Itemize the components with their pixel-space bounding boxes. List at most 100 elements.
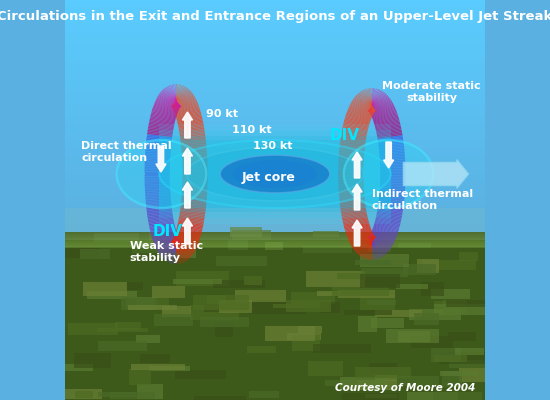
Polygon shape [346,228,371,236]
Polygon shape [163,88,181,107]
Polygon shape [379,197,404,201]
Polygon shape [182,185,207,188]
Polygon shape [182,199,207,202]
Polygon shape [345,223,370,231]
Polygon shape [355,236,375,252]
Polygon shape [356,95,375,111]
Polygon shape [377,135,403,140]
Polygon shape [64,246,486,248]
Polygon shape [64,206,486,209]
Polygon shape [338,175,364,176]
Polygon shape [172,92,192,107]
Polygon shape [64,61,486,64]
Polygon shape [361,91,375,111]
Polygon shape [378,136,403,141]
FancyArrow shape [352,152,362,178]
Polygon shape [182,191,207,194]
Polygon shape [183,174,208,176]
Polygon shape [178,224,202,230]
Polygon shape [342,214,367,219]
Polygon shape [371,105,394,116]
Polygon shape [136,335,160,343]
Polygon shape [349,232,373,243]
Polygon shape [172,84,178,108]
Polygon shape [356,237,375,253]
Polygon shape [379,158,405,161]
Polygon shape [64,116,486,119]
Polygon shape [173,86,184,107]
Polygon shape [344,118,369,126]
Polygon shape [173,84,178,108]
Polygon shape [179,214,205,219]
Polygon shape [344,121,368,128]
Polygon shape [375,223,399,230]
Polygon shape [64,192,486,194]
Polygon shape [153,235,178,244]
Polygon shape [370,102,393,114]
Polygon shape [179,218,204,223]
Polygon shape [372,111,397,120]
Polygon shape [354,97,375,112]
Polygon shape [145,150,170,153]
Polygon shape [64,55,486,58]
Polygon shape [346,226,370,234]
Polygon shape [372,230,396,239]
Polygon shape [64,26,486,29]
Polygon shape [64,58,486,61]
Polygon shape [164,241,181,260]
Polygon shape [166,87,180,107]
Polygon shape [343,217,368,223]
Polygon shape [370,88,377,112]
Polygon shape [406,392,458,400]
Polygon shape [154,314,192,326]
Polygon shape [154,236,178,244]
Polygon shape [64,212,486,214]
Polygon shape [368,236,382,258]
Polygon shape [380,169,405,171]
Polygon shape [368,236,388,253]
Polygon shape [183,172,208,174]
Polygon shape [173,99,196,110]
Polygon shape [64,46,486,49]
Polygon shape [151,112,176,120]
Polygon shape [152,286,184,298]
Polygon shape [64,174,486,177]
Polygon shape [183,167,207,169]
Polygon shape [171,89,189,107]
Polygon shape [373,226,398,235]
Polygon shape [338,179,364,181]
Polygon shape [377,212,402,217]
Polygon shape [179,213,205,218]
Polygon shape [380,168,405,170]
Polygon shape [64,242,486,243]
Polygon shape [175,370,226,379]
Polygon shape [172,241,192,255]
Polygon shape [344,120,369,127]
Polygon shape [397,376,439,386]
Polygon shape [177,227,202,234]
Polygon shape [64,49,486,52]
Polygon shape [352,235,374,248]
Polygon shape [145,189,170,192]
Polygon shape [182,152,207,155]
Polygon shape [200,316,249,327]
Polygon shape [213,280,265,288]
Polygon shape [173,97,195,109]
Polygon shape [194,396,246,400]
Polygon shape [64,6,486,9]
Polygon shape [151,230,176,237]
Polygon shape [174,236,198,245]
Polygon shape [150,116,175,122]
Polygon shape [308,361,343,376]
Polygon shape [146,139,172,143]
Polygon shape [64,241,486,242]
Polygon shape [148,124,174,130]
Polygon shape [348,230,372,240]
Polygon shape [149,222,174,228]
Polygon shape [345,224,370,232]
Polygon shape [64,180,486,183]
Polygon shape [379,192,405,195]
Polygon shape [366,89,374,112]
Polygon shape [172,240,178,264]
Polygon shape [157,97,180,108]
